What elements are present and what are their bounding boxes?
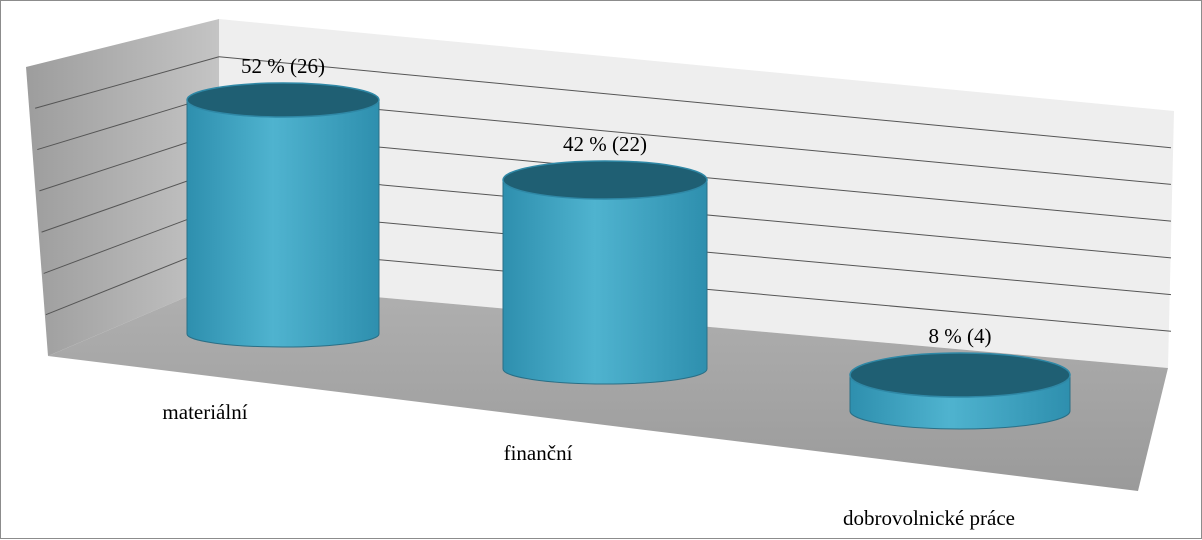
bar-body xyxy=(186,99,380,348)
side-wall xyxy=(26,19,219,356)
gridline xyxy=(35,56,220,109)
category-label: materiální xyxy=(162,400,247,424)
category-label: dobrovolnické práce xyxy=(843,506,1015,530)
category-labels: materiální finanční dobrovolnické práce xyxy=(162,400,1015,530)
data-label: 8 % (4) xyxy=(929,324,992,348)
data-labels: 52 % (26) 42 % (22) 8 % (4) xyxy=(241,54,991,348)
bar-top xyxy=(849,352,1071,398)
bar-body xyxy=(502,179,708,385)
bar xyxy=(502,160,708,385)
bars xyxy=(186,82,1071,430)
bar xyxy=(849,352,1071,430)
bar-top xyxy=(502,160,708,200)
bar-top xyxy=(186,82,380,118)
category-label: finanční xyxy=(504,441,573,465)
data-label: 42 % (22) xyxy=(563,132,647,156)
gridline xyxy=(218,56,1172,149)
bar xyxy=(186,82,380,348)
data-label: 52 % (26) xyxy=(241,54,325,78)
